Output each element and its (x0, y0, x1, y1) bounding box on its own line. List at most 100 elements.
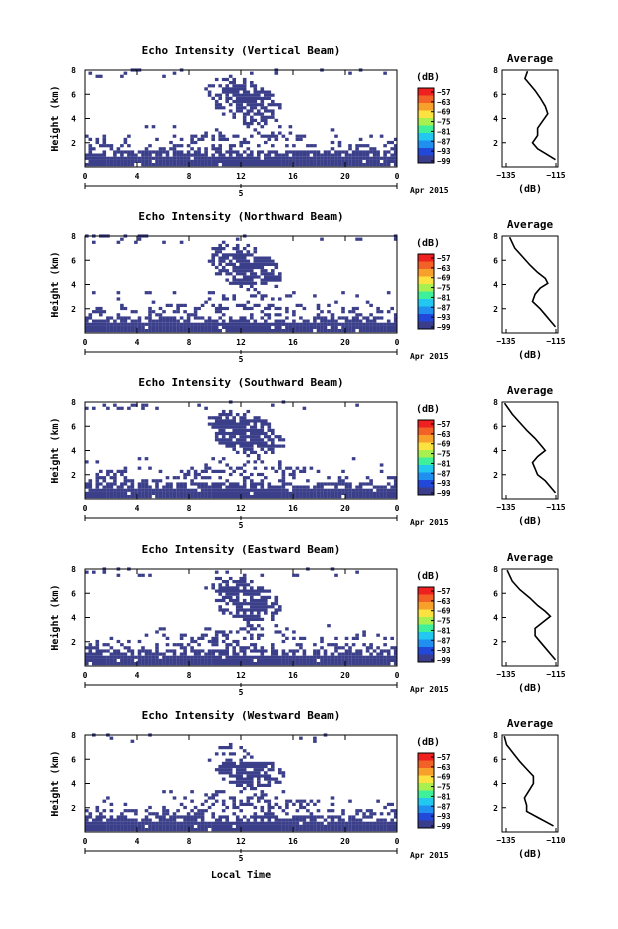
echo-cell (85, 485, 89, 489)
echo-cell (239, 256, 243, 260)
echo-cell (214, 310, 219, 314)
echo-cell (169, 325, 173, 329)
echo-cell (232, 652, 236, 656)
echo-cell (130, 163, 135, 167)
echo-cell (200, 322, 205, 326)
echo-cell (341, 479, 345, 483)
echo-cell (228, 643, 233, 647)
echo-cell (288, 824, 293, 828)
echo-cell (130, 655, 135, 659)
echo-cell (316, 325, 321, 329)
echo-cell (239, 428, 243, 432)
echo-cell (257, 589, 261, 593)
echo-cell (355, 313, 359, 317)
echo-cell (274, 265, 279, 270)
echo-cell (113, 488, 117, 492)
echo-cell (295, 809, 300, 813)
echo-cell (393, 319, 398, 323)
echo-cell (264, 761, 268, 765)
echo-cell (190, 824, 194, 828)
echo-cell (355, 153, 359, 157)
echo-cell (355, 658, 359, 662)
echo-cell (316, 159, 321, 163)
echo-cell (362, 821, 366, 825)
echo-cell (183, 662, 187, 666)
echo-cell (109, 818, 114, 822)
x-tick-label: 16 (288, 504, 298, 513)
echo-cell (250, 662, 254, 666)
colorbar-tick-label: −75 (437, 118, 451, 127)
echo-cell (285, 799, 289, 803)
echo-cell (162, 491, 166, 495)
echo-cell (351, 488, 356, 492)
echo-cell (134, 812, 138, 816)
echo-cell (348, 824, 352, 828)
echo-cell (246, 761, 251, 765)
echo-cell (271, 812, 275, 816)
echo-cell (179, 633, 184, 637)
echo-cell (113, 828, 117, 832)
echo-cell (221, 90, 226, 94)
echo-cell (239, 818, 243, 822)
echo-cell (221, 159, 226, 163)
echo-cell (235, 491, 240, 495)
echo-cell (193, 140, 198, 145)
echo-cell (232, 444, 236, 448)
echo-cell (302, 466, 307, 470)
echo-cell (130, 658, 135, 662)
echo-cell (302, 163, 307, 167)
echo-cell (130, 159, 135, 163)
echo-cell (225, 658, 229, 662)
echo-cell (267, 103, 272, 107)
echo-cell (235, 281, 240, 285)
echo-cell (267, 435, 272, 439)
echo-cell (211, 325, 215, 329)
echo-cell (358, 662, 363, 666)
echo-cell (204, 485, 208, 489)
echo-cell (204, 793, 208, 797)
echo-cell (155, 137, 159, 141)
echo-cell (341, 655, 345, 659)
echo-cell (358, 159, 363, 163)
echo-cell (99, 649, 103, 653)
echo-cell (228, 147, 233, 151)
echo-cell (235, 425, 240, 429)
echo-cell (221, 313, 226, 317)
echo-cell (390, 821, 394, 825)
echo-cell (242, 576, 247, 581)
echo-cell (211, 329, 215, 333)
echo-cell (116, 649, 121, 653)
echo-cell (383, 636, 387, 640)
echo-cell (99, 491, 103, 495)
echo-cell (267, 262, 272, 266)
x-tick-label: 0 (395, 837, 400, 846)
echo-cell (165, 163, 170, 167)
echo-cell (295, 488, 300, 492)
echo-cell (358, 649, 363, 653)
echo-cell (323, 156, 328, 160)
echo-cell (127, 159, 131, 163)
echo-cell (193, 310, 198, 314)
echo-cell (344, 649, 349, 653)
echo-cell (239, 93, 243, 97)
echo-cell (204, 488, 208, 492)
echo-cell (292, 163, 296, 167)
echo-cell (390, 325, 394, 329)
echo-cell (193, 658, 198, 662)
echo-cell (204, 658, 208, 662)
colorbar-tick-label: −99 (437, 323, 451, 332)
echo-cell (158, 156, 163, 160)
echo-cell (267, 438, 272, 442)
echo-cell (127, 828, 131, 832)
echo-cell (120, 815, 124, 819)
echo-cell (85, 655, 89, 659)
echo-cell (351, 655, 356, 659)
colorbar-swatch (418, 254, 434, 262)
echo-cell (95, 310, 100, 314)
echo-cell (221, 87, 226, 91)
echo-cell (239, 156, 243, 160)
echo-cell (204, 150, 208, 154)
echo-cell (295, 159, 300, 163)
echo-cell (393, 316, 398, 320)
panel-westward: Echo Intensity (Westward Beam)0 4 8 12 16 20 0… (49, 709, 566, 863)
